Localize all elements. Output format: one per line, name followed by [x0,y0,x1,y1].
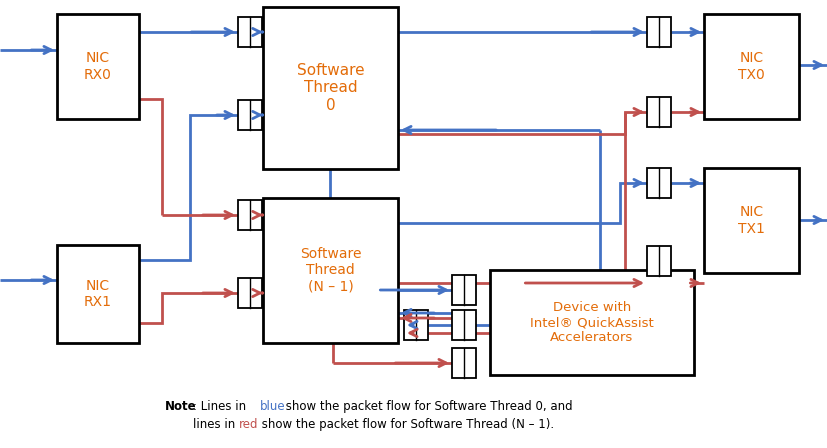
Text: Software
Thread
(N – 1): Software Thread (N – 1) [299,247,361,294]
Bar [263,198,398,343]
Bar [647,246,671,276]
Bar [452,348,476,378]
Text: : Lines in: : Lines in [193,400,250,413]
Text: Note: Note [165,400,197,413]
Bar [647,17,671,47]
Bar [57,245,139,343]
Bar [238,200,262,230]
Text: NIC
TX0: NIC TX0 [739,52,765,82]
Bar [238,100,262,130]
Text: NIC
RX1: NIC RX1 [84,279,112,309]
Text: show the packet flow for Software Thread (N – 1).: show the packet flow for Software Thread… [258,418,554,431]
Bar [490,270,694,375]
Text: NIC
RX0: NIC RX0 [84,52,112,82]
Bar [238,278,262,308]
Bar [452,275,476,305]
Text: red: red [239,418,259,431]
Bar [263,7,398,169]
Bar [647,168,671,198]
Text: lines in: lines in [193,418,239,431]
Bar [57,14,139,119]
Text: blue: blue [260,400,285,413]
Text: show the packet flow for Software Thread 0, and: show the packet flow for Software Thread… [282,400,572,413]
Text: Device with
Intel® QuickAssist
Accelerators: Device with Intel® QuickAssist Accelerat… [530,301,654,344]
Bar [647,97,671,127]
Bar [452,310,476,340]
Bar [704,14,799,119]
Bar [238,17,262,47]
Bar [704,168,799,273]
Text: Software
Thread
0: Software Thread 0 [297,63,365,113]
Text: NIC
TX1: NIC TX1 [738,205,765,236]
Bar [404,310,428,340]
